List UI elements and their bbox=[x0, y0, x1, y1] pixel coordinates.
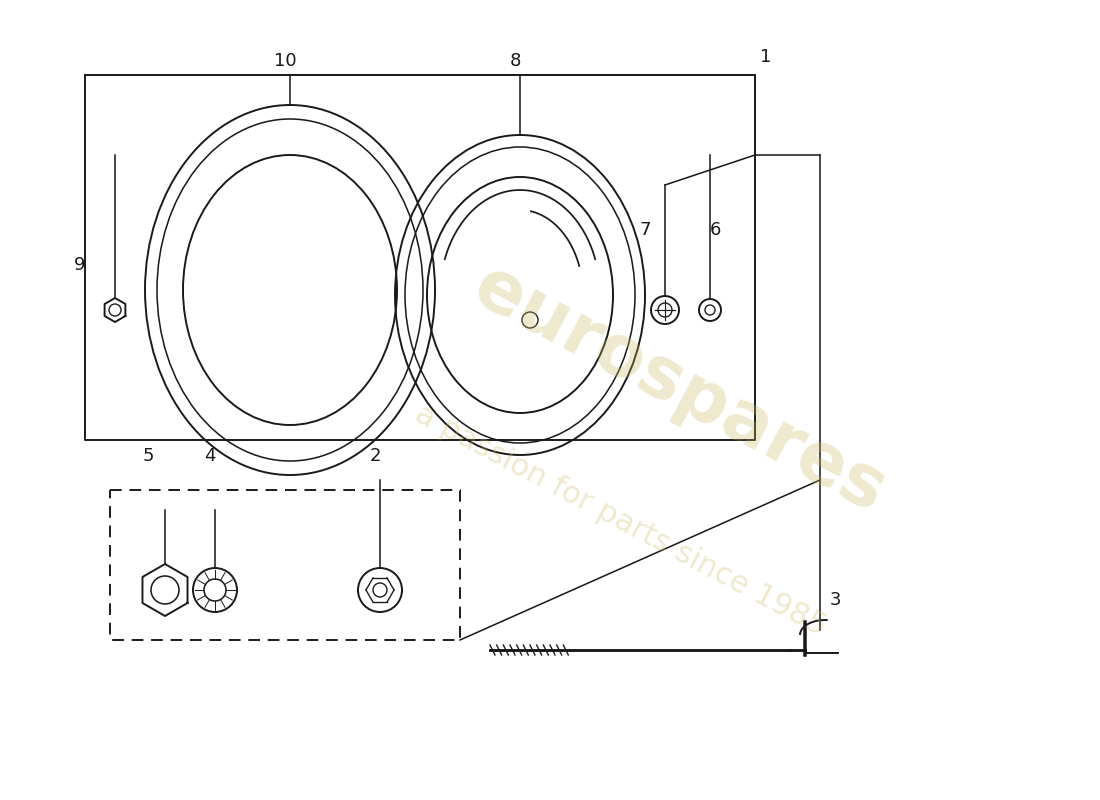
Text: 6: 6 bbox=[710, 221, 720, 239]
Text: eurospares: eurospares bbox=[462, 252, 898, 528]
Text: 7: 7 bbox=[639, 221, 651, 239]
Text: 5: 5 bbox=[142, 447, 154, 465]
Text: 10: 10 bbox=[274, 52, 296, 70]
Text: 3: 3 bbox=[830, 591, 842, 609]
Text: 9: 9 bbox=[74, 256, 85, 274]
Text: 4: 4 bbox=[205, 447, 216, 465]
Text: 2: 2 bbox=[370, 447, 381, 465]
Text: 8: 8 bbox=[509, 52, 520, 70]
Text: 1: 1 bbox=[760, 48, 771, 66]
Text: a passion for parts since 1985: a passion for parts since 1985 bbox=[409, 399, 830, 641]
